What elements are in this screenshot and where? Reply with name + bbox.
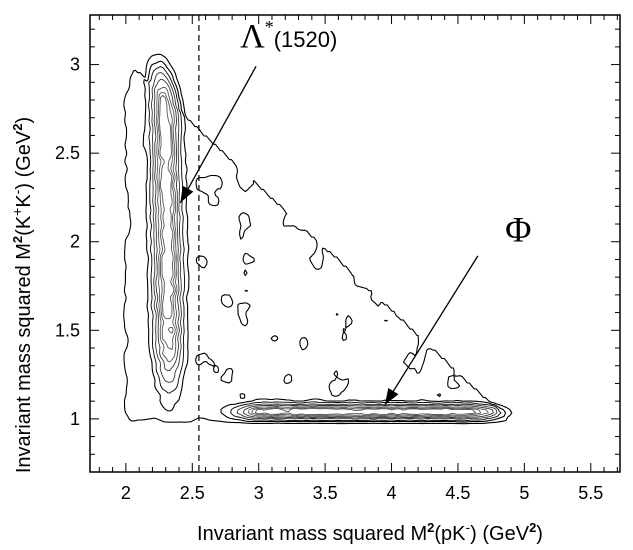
x-tick-label: 4 bbox=[387, 483, 397, 503]
y-tick-label: 2 bbox=[70, 232, 80, 252]
y-tick-label: 2.5 bbox=[55, 143, 80, 163]
contour-level-2 bbox=[142, 60, 507, 423]
x-tick-label: 5 bbox=[519, 483, 529, 503]
contour-level-5 bbox=[153, 78, 494, 419]
x-tick-label: 3 bbox=[254, 483, 264, 503]
contour-level-8 bbox=[158, 95, 477, 416]
y-tick-label: 3 bbox=[70, 55, 80, 75]
lambda-1520-label: Λ*(1520) bbox=[240, 17, 337, 55]
contour-level-6 bbox=[155, 87, 489, 418]
x-tick-label: 2.5 bbox=[180, 483, 205, 503]
x-tick-label: 2 bbox=[121, 483, 131, 503]
y-tick-label: 1 bbox=[70, 409, 80, 429]
phi-arrow-head bbox=[384, 387, 399, 405]
y-axis-title: Invariant mass squared M2(K+K-) (GeV2) bbox=[9, 117, 35, 473]
contour-lines bbox=[123, 53, 513, 425]
contour-level-3 bbox=[148, 66, 502, 422]
y-tick-label: 1.5 bbox=[55, 320, 80, 340]
contour-level-7 bbox=[157, 91, 482, 417]
plot-frame bbox=[89, 14, 621, 473]
lambda-arrow-line bbox=[179, 66, 257, 204]
contour-level-4 bbox=[150, 72, 498, 420]
tick-labels: 2 2.5 3 3.5 4 4.5 5 5.5 1 1.5 2 2.5 3 bbox=[55, 55, 603, 503]
contour-level-1 bbox=[123, 53, 513, 425]
x-tick-label: 3.5 bbox=[313, 483, 338, 503]
axis-ticks bbox=[90, 15, 620, 473]
x-axis-title: Invariant mass squared M2(pK-) (GeV2) bbox=[197, 519, 543, 545]
x-tick-label: 4.5 bbox=[445, 483, 470, 503]
phi-arrow-line bbox=[384, 255, 479, 406]
phi-label: Φ bbox=[505, 210, 531, 250]
lambda-arrow-head bbox=[180, 185, 194, 203]
x-tick-label: 5.5 bbox=[578, 483, 603, 503]
